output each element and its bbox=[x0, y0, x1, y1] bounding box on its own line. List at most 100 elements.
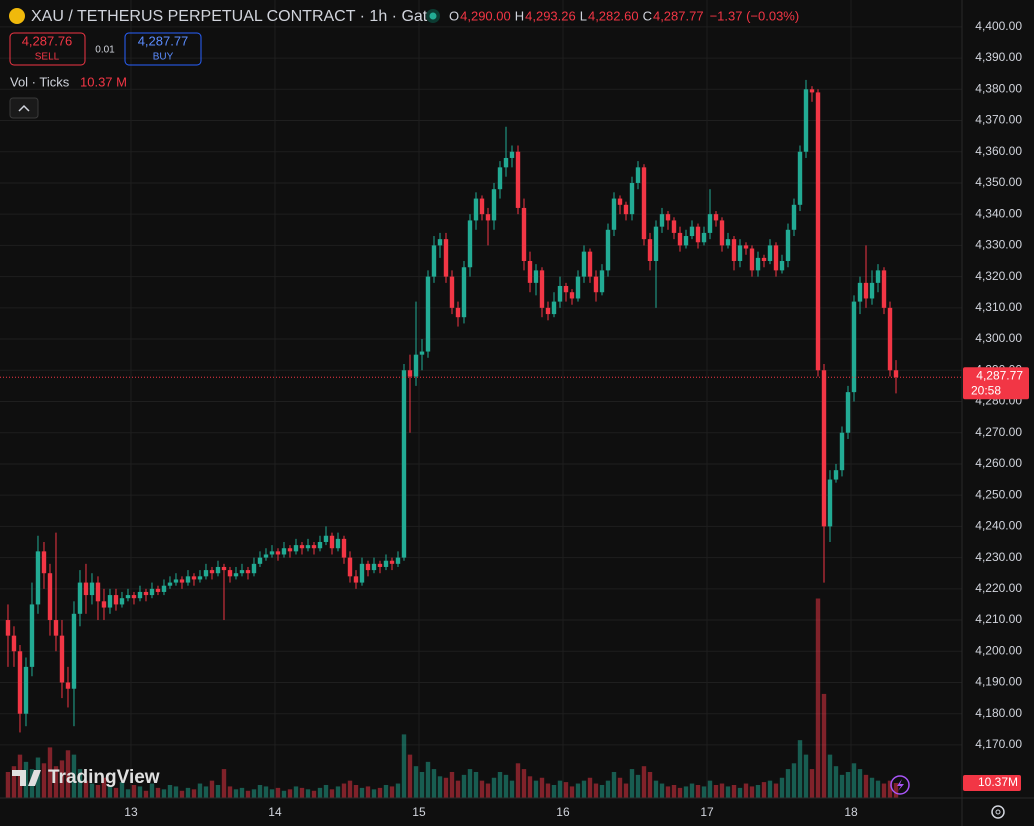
legend-change: −1.37 (−0.03%) bbox=[710, 8, 800, 23]
y-tick-label: 4,180.00 bbox=[975, 706, 1022, 720]
volume-bar bbox=[383, 784, 389, 798]
volume-bar bbox=[671, 784, 677, 798]
settings-icon[interactable] bbox=[991, 805, 1005, 819]
volume-bar bbox=[521, 769, 527, 798]
volume-bar bbox=[335, 786, 341, 798]
candle-body bbox=[371, 563, 377, 571]
grid bbox=[0, 0, 962, 798]
candle-body bbox=[737, 245, 743, 262]
volume-bar bbox=[587, 777, 593, 798]
legend-key: H bbox=[515, 8, 524, 23]
volume-bar bbox=[365, 786, 371, 798]
volume-bar bbox=[275, 787, 281, 798]
candle-body bbox=[389, 560, 395, 564]
candle-body bbox=[479, 198, 485, 215]
candle-body bbox=[251, 563, 257, 574]
volume-bar bbox=[875, 780, 881, 798]
candle-body bbox=[269, 551, 275, 555]
volume-bar bbox=[377, 787, 383, 798]
volume-bar bbox=[167, 784, 173, 798]
candle-body bbox=[119, 598, 125, 605]
candle-body bbox=[5, 620, 11, 636]
volume-bar bbox=[611, 771, 617, 798]
candle-body bbox=[233, 573, 239, 577]
candle-body bbox=[101, 601, 107, 608]
settings-center[interactable] bbox=[995, 809, 1001, 815]
y-tick-label: 4,240.00 bbox=[975, 519, 1022, 533]
y-tick-label: 4,400.00 bbox=[975, 19, 1022, 33]
spread: 0.01 bbox=[95, 45, 115, 56]
volume-bar bbox=[749, 786, 755, 798]
volume-bar bbox=[251, 789, 257, 798]
candle-body bbox=[851, 301, 857, 393]
volume-bar bbox=[797, 740, 803, 798]
candle-body bbox=[461, 267, 467, 318]
volume-bar bbox=[401, 734, 407, 798]
volume-bar bbox=[641, 766, 647, 798]
volume-bar bbox=[575, 783, 581, 798]
candle-body bbox=[557, 285, 563, 302]
candle-body bbox=[41, 551, 47, 574]
volume-bar bbox=[551, 784, 557, 798]
candle-body bbox=[761, 257, 767, 262]
buy-button[interactable]: 4,287.77 BUY bbox=[124, 32, 202, 66]
collapse-box[interactable] bbox=[9, 97, 39, 119]
volume-bar bbox=[851, 763, 857, 798]
y-tick-label: 4,370.00 bbox=[975, 113, 1022, 127]
sell-label[interactable]: SELL bbox=[35, 52, 60, 63]
logo-text: TradingView bbox=[48, 767, 160, 788]
sell-button[interactable]: 4,287.76 SELL bbox=[9, 32, 86, 66]
volume-bar bbox=[677, 787, 683, 798]
legend-value: 4,287.77 bbox=[653, 8, 704, 23]
x-tick-label: 17 bbox=[700, 805, 714, 819]
candle-body bbox=[791, 204, 797, 230]
volume-bar bbox=[779, 777, 785, 798]
lightning-ring[interactable] bbox=[890, 775, 910, 795]
candle-body bbox=[95, 582, 101, 602]
candle-body bbox=[773, 245, 779, 271]
buy-label[interactable]: BUY bbox=[153, 52, 174, 63]
x-tick-label: 13 bbox=[124, 805, 138, 819]
volume-bar bbox=[839, 774, 845, 798]
volume-bar bbox=[449, 771, 455, 798]
candle-body bbox=[713, 214, 719, 221]
volume-bar bbox=[395, 783, 401, 798]
candle-body bbox=[401, 370, 407, 558]
collapse-button[interactable] bbox=[9, 97, 39, 119]
candle-body bbox=[77, 582, 83, 614]
candle-body bbox=[137, 591, 143, 599]
volume-bar bbox=[767, 780, 773, 798]
candle-body bbox=[221, 566, 227, 571]
collapse-icon[interactable] bbox=[18, 104, 30, 112]
candle-body bbox=[647, 239, 653, 262]
candle-body bbox=[755, 257, 761, 271]
candle-body bbox=[785, 229, 791, 262]
candle-body bbox=[515, 151, 521, 208]
candle-body bbox=[341, 538, 347, 558]
candle-body bbox=[677, 232, 683, 246]
candle-body bbox=[161, 585, 167, 592]
candle-body bbox=[587, 251, 593, 277]
volume-bar bbox=[329, 789, 335, 798]
lightning-button[interactable] bbox=[890, 775, 910, 795]
legend-key: L bbox=[580, 8, 587, 23]
volume-bar bbox=[731, 784, 737, 798]
y-tick-label: 4,190.00 bbox=[975, 675, 1022, 689]
candle-body bbox=[545, 307, 551, 315]
lightning-icon[interactable] bbox=[897, 779, 904, 791]
candle-body bbox=[659, 214, 665, 227]
buy-box[interactable] bbox=[124, 32, 202, 66]
candle-body bbox=[893, 370, 899, 378]
buy-price[interactable]: 4,287.77 bbox=[138, 33, 189, 48]
sell-box[interactable] bbox=[9, 32, 86, 66]
volume-label-box bbox=[963, 775, 1021, 792]
volume-bar bbox=[257, 784, 263, 798]
volume-bar bbox=[467, 769, 473, 798]
candle-body bbox=[623, 204, 629, 215]
volume-bar bbox=[599, 784, 605, 798]
candle-body bbox=[887, 307, 893, 371]
candle-body bbox=[179, 579, 185, 583]
settings-button[interactable] bbox=[991, 805, 1005, 819]
sell-price[interactable]: 4,287.76 bbox=[22, 33, 73, 48]
candle-body bbox=[767, 245, 773, 262]
